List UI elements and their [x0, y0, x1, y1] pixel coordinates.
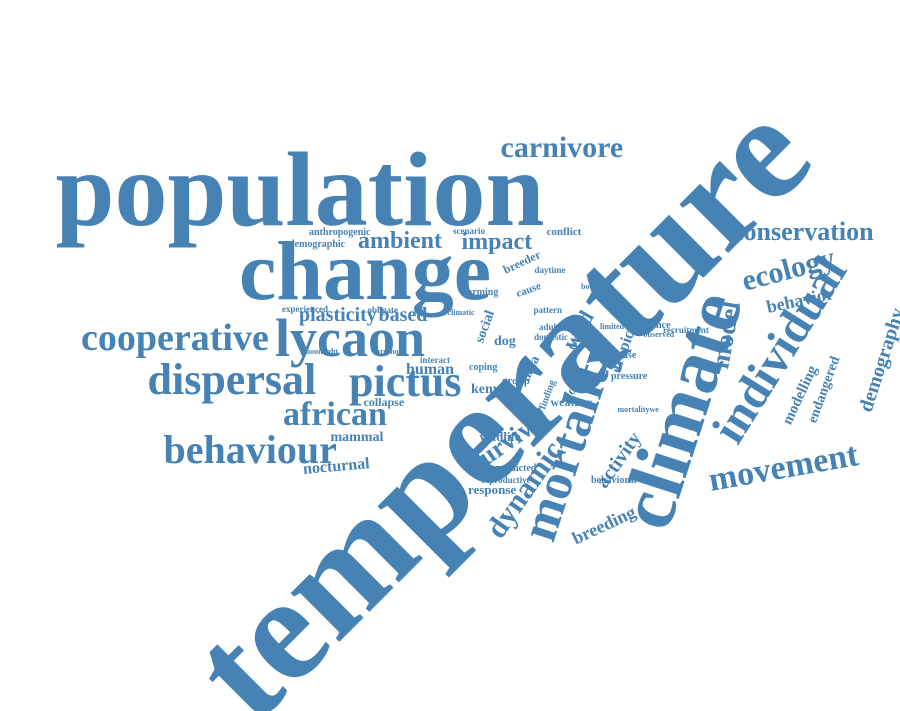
word-limited: limited	[600, 322, 624, 331]
word-interact: interact	[420, 354, 450, 365]
word-reproductive: reproductive	[481, 474, 531, 485]
word-coping: coping	[469, 362, 498, 373]
word-behavioral: behavioral	[591, 475, 637, 486]
word-moonlight: moonlight	[303, 347, 339, 356]
word-domestic: domestic	[534, 331, 568, 342]
word-dispersal: dispersal	[147, 355, 317, 404]
word-based: based	[378, 304, 428, 326]
word-population: population	[55, 131, 545, 248]
word-conservation: conservation	[732, 217, 874, 246]
word-pattern: pattern	[533, 304, 563, 315]
word-carnivore: carnivore	[500, 131, 624, 164]
word-kenya: kenya	[471, 382, 507, 397]
word-behaviour: behaviour	[163, 427, 337, 472]
word-movement: movement	[705, 436, 861, 499]
word-group: group	[502, 374, 530, 387]
word-dog: dog	[494, 334, 516, 349]
word-lycaon: lycaon	[275, 308, 426, 368]
word-observed: observed	[643, 330, 675, 339]
word-predicted: predicted	[496, 463, 537, 474]
word-scenario: scenario	[453, 225, 485, 236]
word-change: change	[239, 225, 491, 318]
word-increase: increase	[601, 350, 637, 361]
word-pressure: pressure	[611, 371, 648, 382]
word-cooperative: cooperative	[81, 317, 269, 359]
word-influence: influence	[631, 320, 671, 331]
word-daytime: daytime	[534, 264, 566, 275]
word-ambient: ambient	[358, 228, 442, 254]
word-warming: warming	[460, 287, 499, 298]
word-conflict: conflict	[546, 225, 582, 238]
word-adult: adult	[539, 321, 560, 332]
word-response: response	[468, 481, 517, 497]
word-pictus: pictus	[349, 357, 462, 406]
word-threshold: threshold	[373, 347, 406, 356]
word-recruitment: recruitment	[663, 324, 709, 335]
word-demographic: demographic	[289, 239, 346, 250]
word-climatic: climatic	[447, 308, 475, 317]
word-collapse: collapse	[363, 395, 405, 409]
word-mammal: mammal	[330, 430, 384, 445]
word-mortalitywe: mortalitywe	[617, 405, 659, 414]
word-botswana: botswana	[581, 282, 614, 291]
word-human: human	[406, 361, 455, 378]
word-obligate: obligate	[367, 304, 399, 315]
word-impact: impact	[461, 229, 533, 255]
word-african: african	[283, 396, 387, 433]
word-demography: demography	[854, 305, 900, 415]
word-plasticity: plasticity	[299, 304, 377, 326]
word-anthropogenic: anthropogenic	[309, 227, 371, 238]
word-experienced: experienced	[282, 303, 328, 314]
word-wildlife: wildlife	[479, 428, 521, 444]
word-weather: weather	[550, 395, 592, 409]
